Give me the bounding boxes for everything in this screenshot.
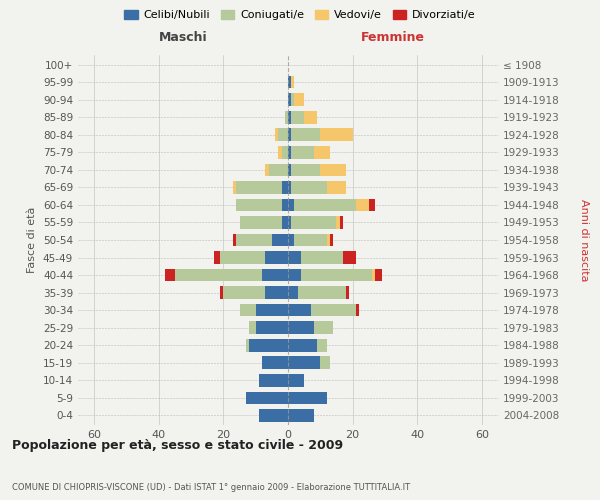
Bar [317, 339, 327, 351]
Bar [281, 146, 288, 158]
Text: COMUNE DI CHIOPRIS-VISCONE (UD) - Dati ISTAT 1° gennaio 2009 - Elaborazione TUTT: COMUNE DI CHIOPRIS-VISCONE (UD) - Dati I… [12, 484, 410, 492]
Bar [239, 304, 256, 316]
Bar [375, 269, 382, 281]
Bar [314, 322, 333, 334]
Bar [285, 111, 288, 124]
Bar [262, 356, 288, 369]
Bar [265, 286, 288, 299]
Bar [298, 286, 346, 299]
Bar [327, 234, 330, 246]
Bar [304, 111, 317, 124]
Bar [259, 374, 288, 386]
Bar [165, 269, 175, 281]
Bar [265, 164, 269, 176]
Text: Femmine: Femmine [361, 31, 425, 44]
Bar [311, 304, 356, 316]
Bar [288, 181, 291, 194]
Y-axis label: Fasce di età: Fasce di età [28, 207, 37, 273]
Bar [275, 128, 278, 141]
Bar [327, 181, 346, 194]
Bar [288, 94, 291, 106]
Bar [340, 216, 343, 229]
Text: Popolazione per età, sesso e stato civile - 2009: Popolazione per età, sesso e stato civil… [12, 440, 343, 452]
Bar [356, 304, 359, 316]
Bar [291, 216, 337, 229]
Bar [288, 234, 295, 246]
Bar [291, 181, 327, 194]
Bar [281, 216, 288, 229]
Bar [320, 128, 353, 141]
Bar [262, 269, 288, 281]
Bar [246, 339, 249, 351]
Bar [301, 251, 343, 264]
Bar [291, 128, 320, 141]
Bar [288, 356, 320, 369]
Bar [372, 269, 375, 281]
Bar [288, 111, 291, 124]
Bar [214, 251, 220, 264]
Bar [249, 322, 256, 334]
Bar [288, 392, 327, 404]
Bar [291, 94, 295, 106]
Bar [223, 286, 265, 299]
Bar [301, 269, 372, 281]
Bar [256, 322, 288, 334]
Bar [281, 198, 288, 211]
Bar [288, 76, 291, 88]
Bar [272, 234, 288, 246]
Bar [236, 234, 272, 246]
Bar [295, 198, 356, 211]
Bar [356, 198, 369, 211]
Bar [239, 216, 281, 229]
Bar [320, 164, 346, 176]
Bar [233, 181, 236, 194]
Bar [236, 181, 281, 194]
Bar [369, 198, 375, 211]
Bar [291, 76, 295, 88]
Bar [278, 128, 288, 141]
Bar [343, 251, 356, 264]
Bar [259, 409, 288, 422]
Bar [281, 181, 288, 194]
Bar [291, 146, 314, 158]
Bar [314, 146, 330, 158]
Bar [288, 269, 301, 281]
Bar [236, 198, 281, 211]
Bar [295, 234, 327, 246]
Bar [246, 392, 288, 404]
Bar [337, 216, 340, 229]
Bar [346, 286, 349, 299]
Bar [288, 374, 304, 386]
Bar [220, 251, 265, 264]
Bar [288, 216, 291, 229]
Bar [288, 251, 301, 264]
Bar [288, 146, 291, 158]
Bar [256, 304, 288, 316]
Bar [175, 269, 262, 281]
Bar [288, 339, 317, 351]
Bar [288, 409, 314, 422]
Bar [269, 164, 288, 176]
Bar [288, 322, 314, 334]
Bar [288, 128, 291, 141]
Legend: Celibi/Nubili, Coniugati/e, Vedovi/e, Divorziati/e: Celibi/Nubili, Coniugati/e, Vedovi/e, Di… [120, 6, 480, 25]
Bar [295, 94, 304, 106]
Bar [249, 339, 288, 351]
Bar [320, 356, 330, 369]
Bar [278, 146, 281, 158]
Bar [288, 286, 298, 299]
Bar [233, 234, 236, 246]
Bar [220, 286, 223, 299]
Bar [330, 234, 333, 246]
Bar [288, 304, 311, 316]
Bar [291, 111, 304, 124]
Bar [265, 251, 288, 264]
Y-axis label: Anni di nascita: Anni di nascita [579, 198, 589, 281]
Bar [288, 164, 291, 176]
Bar [291, 164, 320, 176]
Bar [288, 198, 295, 211]
Text: Maschi: Maschi [158, 31, 208, 44]
